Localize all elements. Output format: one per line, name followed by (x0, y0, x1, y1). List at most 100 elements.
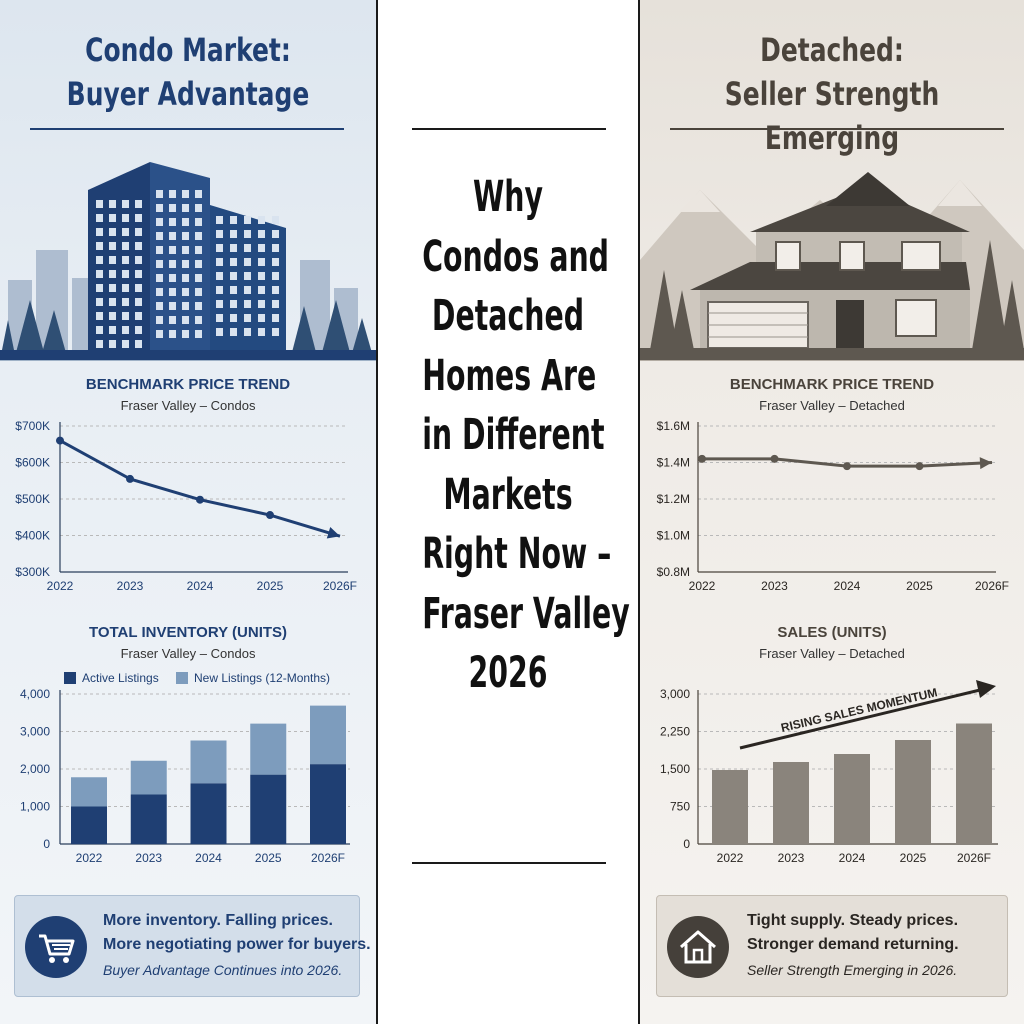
data-point (770, 454, 779, 463)
detached-panel: Detached: Seller Strength Emerging BENCH… (640, 0, 1024, 1024)
momentum-arrowhead (976, 680, 996, 698)
y-tick-label: $400K (15, 529, 50, 543)
momentum-arrow-line (739, 688, 981, 750)
condo-building-illustration (0, 162, 376, 360)
condo-callout-line-2: More negotiating power for buyers. (103, 936, 371, 953)
detached-house-illustration (640, 172, 1024, 360)
data-point (56, 436, 64, 445)
y-tick-label: $0.8M (657, 565, 690, 579)
y-tick-label: 2,000 (20, 762, 50, 776)
y-tick-label: 1,500 (660, 762, 690, 776)
y-tick-label: 750 (670, 800, 690, 814)
y-tick-label: $1.4M (657, 456, 690, 470)
x-tick-label: 2023 (135, 851, 162, 865)
detached-price-chart-title: BENCHMARK PRICE TREND (729, 376, 935, 393)
detached-sales-chart-title: SALES (UNITS) (777, 624, 887, 641)
y-tick-label: $1.0M (657, 529, 690, 543)
center-title-line: 2026 (468, 648, 548, 698)
detached-sales-chart: 0 750 1,500 2,250 3,000 2022 2023 2024 2025 2026F… (660, 680, 998, 865)
condo-headline-rule (30, 128, 344, 130)
y-tick-label: $500K (15, 492, 50, 506)
y-tick-label: 3,000 (660, 687, 690, 701)
y-tick-label: 3,000 (20, 725, 50, 739)
detached-headline-line-2: Seller Strength Emerging (724, 75, 940, 157)
trend-arrowhead (326, 527, 340, 539)
condo-headline: Condo Market: Buyer Advantage (41, 28, 334, 116)
center-title-line: in Different (422, 410, 605, 460)
condo-section-divider (0, 360, 376, 361)
data-point (126, 474, 134, 483)
legend-swatch (176, 672, 188, 684)
condo-price-chart-subtitle: Fraser Valley – Condos (120, 398, 256, 413)
center-title: Why Condos and Detached Homes Are in Dif… (422, 168, 630, 704)
y-tick-label: 0 (683, 837, 690, 851)
detached-headline-line-1: Detached: (760, 31, 904, 69)
x-tick-label: 2022 (47, 579, 74, 593)
detached-callout-line-3: Seller Strength Emerging in 2026. (747, 962, 958, 978)
condo-callout-line-3: Buyer Advantage Continues into 2026. (103, 962, 343, 978)
center-title-line: Detached (431, 291, 585, 341)
x-tick-label: 2022 (717, 851, 744, 865)
house-icon (667, 916, 729, 978)
price-trend-line (59, 439, 341, 538)
bar-active-listings (130, 794, 167, 844)
y-tick-label: $1.2M (657, 492, 690, 506)
condo-inventory-chart: 0 1,000 2,000 3,000 4,000 2022 2023 2024 2025 202… (20, 671, 350, 865)
bar-new-listings (71, 777, 107, 807)
y-tick-label: $600K (15, 456, 50, 470)
y-tick-label: 0 (43, 837, 50, 851)
x-tick-label: 2026F (311, 851, 345, 865)
y-tick-label: 2,250 (660, 725, 690, 739)
condo-callout: More inventory. Falling prices. More neg… (14, 895, 371, 997)
x-tick-label: 2024 (834, 579, 861, 593)
data-point (915, 462, 924, 471)
x-tick-label: 2025 (255, 851, 282, 865)
center-title-line: Condos and (422, 231, 609, 282)
x-tick-label: 2026F (957, 851, 991, 865)
detached-price-chart-subtitle: Fraser Valley – Detached (759, 398, 905, 413)
data-point (843, 462, 851, 471)
bar-active-listings (250, 774, 287, 844)
x-tick-label: 2026F (975, 579, 1009, 593)
condo-inventory-chart-title: TOTAL INVENTORY (UNITS) (88, 624, 288, 641)
data-point (196, 495, 204, 504)
sales-bar (773, 762, 809, 844)
condo-headline-line-2: Buyer Advantage (66, 75, 310, 113)
detached-price-chart: $0.8M $1.0M $1.2M $1.4M $1.6M 2022 2023 2024 202… (657, 419, 1009, 593)
condo-inventory-chart-subtitle: Fraser Valley – Condos (120, 646, 256, 661)
legend-label: Active Listings (82, 671, 159, 685)
y-tick-label: $700K (15, 419, 50, 433)
center-title-line: Fraser Valley (422, 588, 630, 639)
sales-bar (956, 723, 992, 844)
condo-price-chart-title: BENCHMARK PRICE TREND (85, 376, 291, 393)
sales-bar (712, 770, 748, 844)
condo-price-chart: $300K $400K $500K $600K $700K 2022 2023 2024 202… (15, 419, 357, 593)
x-tick-label: 2022 (689, 579, 716, 593)
condo-panel: Condo Market: Buyer Advantage BENCHMARK … (0, 0, 376, 1024)
x-tick-label: 2023 (778, 851, 805, 865)
sales-bar (895, 740, 931, 844)
detached-callout-line-2: Stronger demand returning. (747, 936, 959, 953)
x-tick-label: 2022 (76, 851, 103, 865)
y-tick-label: 1,000 (20, 800, 50, 814)
detached-headline: Detached: Seller Strength Emerging (682, 28, 982, 160)
detached-section-divider (640, 360, 1024, 361)
center-title-line: Why (472, 172, 544, 222)
y-tick-label: 4,000 (20, 687, 50, 701)
center-title-line: Right Now – (422, 529, 612, 579)
bar-new-listings (310, 705, 346, 765)
detached-sales-chart-subtitle: Fraser Valley – Detached (759, 646, 905, 661)
condo-callout-line-1: More inventory. Falling prices. (103, 912, 333, 929)
y-tick-label: $300K (15, 565, 50, 579)
sales-bar (834, 754, 870, 844)
data-point (698, 454, 706, 463)
detached-callout: Tight supply. Steady prices. Stronger de… (656, 895, 1008, 997)
x-tick-label: 2023 (761, 579, 788, 593)
center-title-panel: Why Condos and Detached Homes Are in Dif… (376, 0, 640, 1024)
detached-callout-line-1: Tight supply. Steady prices. (747, 912, 959, 929)
center-title-line: Homes Are (422, 350, 597, 401)
center-bottom-rule (412, 862, 606, 864)
x-tick-label: 2024 (839, 851, 866, 865)
center-top-rule (412, 128, 606, 130)
detached-headline-rule (670, 128, 1004, 130)
